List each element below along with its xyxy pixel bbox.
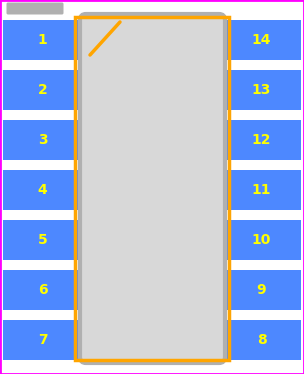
- Bar: [222, 320, 301, 360]
- Text: 5: 5: [38, 233, 47, 247]
- Text: 1: 1: [38, 33, 47, 47]
- Text: 9: 9: [257, 283, 266, 297]
- Text: 7: 7: [38, 333, 47, 347]
- Text: 2: 2: [38, 83, 47, 97]
- Bar: [3, 220, 82, 260]
- Bar: [3, 320, 82, 360]
- Text: 8: 8: [257, 333, 266, 347]
- Bar: [3, 70, 82, 110]
- Text: 11: 11: [252, 183, 271, 197]
- Text: 14: 14: [252, 33, 271, 47]
- Bar: [222, 220, 301, 260]
- Text: 6: 6: [38, 283, 47, 297]
- Bar: [3, 20, 82, 60]
- Text: 12: 12: [252, 133, 271, 147]
- Bar: [3, 270, 82, 310]
- Bar: [222, 170, 301, 210]
- Bar: [222, 70, 301, 110]
- Bar: [222, 20, 301, 60]
- FancyBboxPatch shape: [6, 3, 64, 15]
- Text: 3: 3: [38, 133, 47, 147]
- Bar: [222, 270, 301, 310]
- Bar: [222, 120, 301, 160]
- Bar: [3, 120, 82, 160]
- Bar: [75, 17, 229, 360]
- Text: 4: 4: [38, 183, 47, 197]
- FancyBboxPatch shape: [80, 14, 225, 363]
- Text: 10: 10: [252, 233, 271, 247]
- Bar: [3, 170, 82, 210]
- Text: 13: 13: [252, 83, 271, 97]
